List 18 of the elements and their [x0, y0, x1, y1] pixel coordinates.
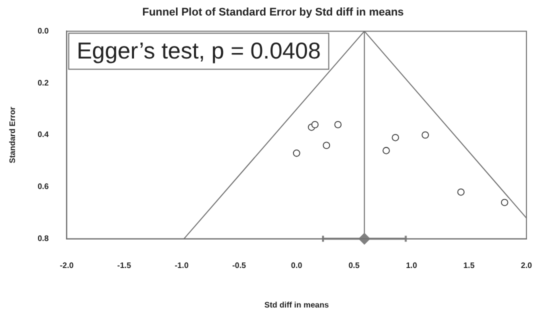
- y-tick-label: 0.6: [38, 182, 50, 192]
- x-tick-label: 1.5: [463, 260, 476, 270]
- x-tick-label: 2.0: [520, 260, 533, 270]
- x-tick-label: 0.0: [291, 260, 303, 270]
- y-tick-label: 0.0: [38, 26, 50, 36]
- y-tick-label: 0.2: [38, 78, 50, 88]
- x-axis-title: Std diff in means: [264, 300, 330, 310]
- x-tick-label: -1.0: [174, 260, 190, 270]
- x-tick-label: 0.5: [348, 260, 360, 270]
- x-tick-label: -0.5: [232, 260, 247, 270]
- y-axis-title: Standard Error: [8, 106, 18, 164]
- chart-title: Funnel Plot of Standard Error by Std diff in means: [142, 6, 404, 19]
- annotation: Egger’s test, p = 0.0408: [76, 38, 321, 64]
- x-tick-label: -1.5: [117, 260, 132, 270]
- y-tick-label: 0.8: [38, 234, 50, 244]
- x-tick-label: -2.0: [60, 260, 74, 270]
- y-tick-label: 0.4: [38, 130, 50, 140]
- x-tick-label: 1.0: [406, 260, 418, 270]
